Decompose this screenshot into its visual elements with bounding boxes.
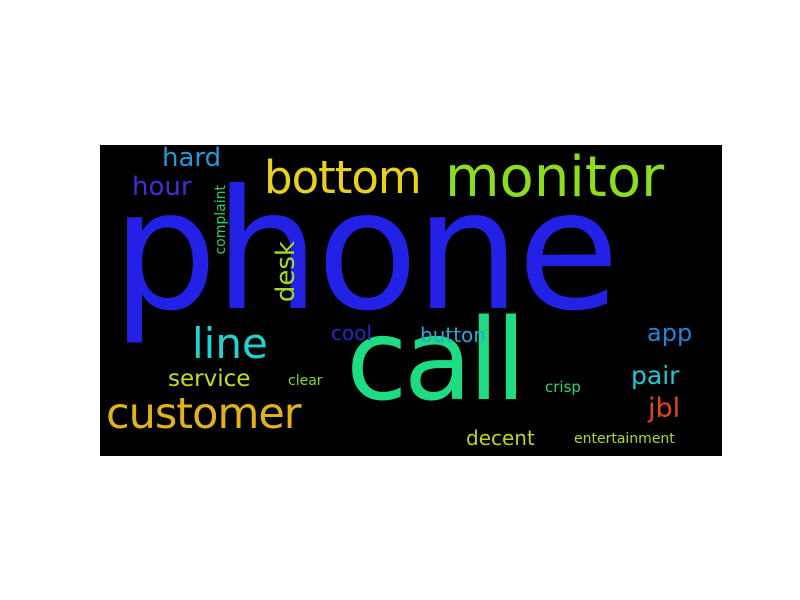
word-desk: desk [271,241,301,303]
word-hard: hard [162,145,222,173]
word-monitor: monitor [445,145,665,210]
word-line: line [192,319,268,368]
word-entertainment: entertainment [574,431,675,447]
word-pair: pair [631,361,680,390]
word-complaint: complaint [213,185,229,255]
word-call: call [346,296,526,426]
word-button: button [420,323,486,347]
word-decent: decent [466,426,535,450]
word-hour: hour [132,172,192,202]
word-crisp: crisp [545,378,581,396]
word-phone: phone [112,155,619,348]
word-service: service [168,366,251,392]
word-cloud: phone call monitor bottom customer line … [100,145,722,456]
word-app: app [647,319,693,347]
word-clear: clear [288,373,323,389]
word-customer: customer [106,389,301,439]
word-cool: cool [331,321,373,345]
word-bottom: bottom [264,151,422,204]
word-jbl: jbl [648,393,681,424]
